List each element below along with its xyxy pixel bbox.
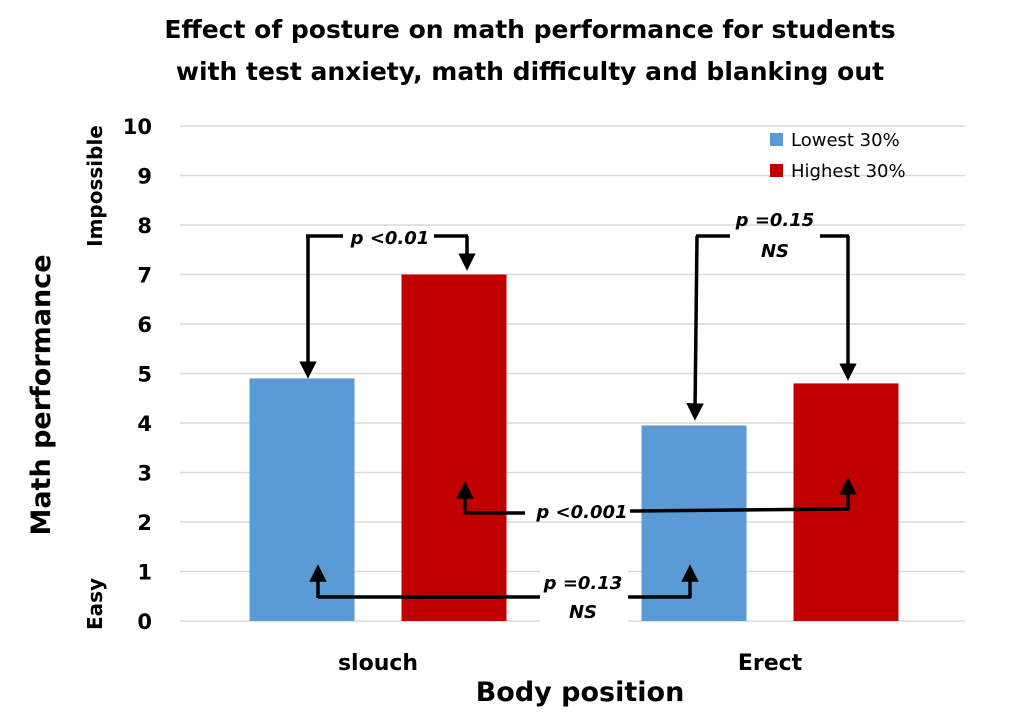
y-tick-label: 10 — [123, 115, 152, 139]
annotation-slouch-comparison: p <0.01 — [299, 228, 476, 379]
x-tick-label-slouch: slouch — [338, 651, 418, 676]
annotation-p-value: p <0.001 — [535, 502, 627, 523]
y-tick-label: 9 — [137, 165, 152, 189]
annotation-p-value: p <0.01 — [350, 228, 430, 249]
chart-title-line-2: with test anxiety, math difficulty and b… — [176, 57, 884, 86]
bar-slouch-lowest — [249, 378, 355, 621]
y-tick-label: 3 — [137, 462, 152, 486]
y-scale-label-top: Impossible — [83, 125, 107, 247]
annotation-lowest-comparison: p =0.13 NS — [309, 564, 699, 626]
y-axis-title: Math performance — [26, 254, 57, 535]
annotation-p-value: p =0.15 — [735, 210, 815, 231]
y-tick-label: 2 — [137, 511, 152, 535]
y-tick-label: 8 — [137, 214, 152, 238]
legend: Lowest 30% Highest 30% — [770, 130, 906, 182]
annotation-highest-comparison: p <0.001 — [456, 477, 857, 523]
y-tick-label: 7 — [137, 264, 152, 288]
y-tick-label: 5 — [137, 363, 152, 387]
annotation-p-value: p =0.13 — [543, 573, 623, 594]
bar-erect-lowest — [641, 425, 747, 621]
legend-label-highest: Highest 30% — [791, 161, 906, 182]
bracket-arrow-left — [686, 235, 704, 421]
y-scale-label-bottom: Easy — [83, 578, 107, 630]
y-tick-label: 0 — [137, 610, 152, 634]
x-tick-label-erect: Erect — [738, 651, 803, 676]
legend-label-lowest: Lowest 30% — [791, 130, 900, 151]
chart-title-line-1: Effect of posture on math performance fo… — [164, 15, 895, 44]
bar-slouch-highest — [401, 274, 507, 621]
y-tick-label: 4 — [137, 412, 152, 436]
x-axis-title: Body position — [476, 677, 685, 708]
annotation-ns: NS — [761, 241, 789, 262]
annotation-ns: NS — [569, 602, 597, 623]
y-tick-label: 1 — [137, 561, 152, 585]
legend-swatch-lowest — [770, 133, 783, 146]
y-tick-label: 6 — [137, 313, 152, 337]
bracket-line — [465, 507, 850, 515]
bar-erect-highest — [793, 383, 899, 621]
annotation-erect-comparison: p =0.15 NS — [686, 210, 857, 421]
legend-swatch-highest — [770, 164, 783, 177]
